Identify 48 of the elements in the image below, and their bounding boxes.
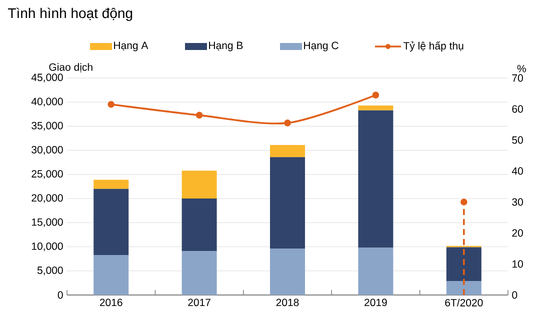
bar bbox=[358, 248, 394, 296]
y2-tick-label: 30 bbox=[512, 198, 523, 206]
bar bbox=[446, 281, 482, 296]
x-tick-label: 2018 bbox=[276, 298, 299, 306]
legend-label: Hạng A bbox=[114, 42, 148, 52]
y2-axis-title: % bbox=[517, 64, 526, 72]
y-tick-label: 35,000 bbox=[32, 122, 63, 131]
x-tick-label: 2017 bbox=[188, 298, 210, 306]
y-tick-label: 20,000 bbox=[32, 194, 63, 203]
point bbox=[372, 92, 380, 98]
bar bbox=[94, 180, 129, 189]
y2-tick-label: 10 bbox=[512, 260, 523, 268]
chart-title: Tình hình hoạt động bbox=[8, 8, 132, 21]
bar bbox=[182, 198, 217, 252]
x-tick-label: 2016 bbox=[100, 298, 122, 306]
bar bbox=[358, 105, 394, 110]
bar bbox=[446, 247, 482, 282]
x-tick-label: 2019 bbox=[364, 298, 387, 306]
bar bbox=[94, 188, 129, 255]
y-tick-label: 15,000 bbox=[32, 218, 63, 228]
legend-label: Hạng B bbox=[209, 42, 243, 52]
y2-tick-label: 20 bbox=[512, 229, 523, 237]
point bbox=[196, 112, 203, 119]
y-tick-label: 0 bbox=[58, 291, 63, 299]
y2-tick-label: 50 bbox=[512, 136, 523, 144]
bar bbox=[358, 110, 394, 248]
legend-label: Tỷ lệ hấp thụ bbox=[403, 41, 464, 52]
bar bbox=[182, 251, 217, 296]
y2-tick-label: 60 bbox=[512, 105, 523, 113]
x-tick-label: 6T/2020 bbox=[445, 298, 483, 306]
y-tick-label: 30,000 bbox=[32, 146, 63, 155]
y-axis-title: Giao dịch bbox=[49, 63, 92, 72]
y2-tick-label: 0 bbox=[512, 291, 518, 299]
y2-tick-label: 40 bbox=[512, 167, 523, 175]
bar bbox=[94, 254, 129, 296]
y-tick-label: 45,000 bbox=[31, 74, 63, 82]
bar bbox=[270, 145, 305, 158]
bar bbox=[182, 170, 217, 199]
bar bbox=[270, 248, 305, 296]
y2-tick-label: 70 bbox=[512, 74, 523, 82]
y-tick-label: 40,000 bbox=[31, 98, 63, 106]
point bbox=[284, 120, 291, 126]
y-tick-label: 25,000 bbox=[32, 170, 63, 179]
legend-label: Hạng C bbox=[304, 42, 338, 52]
point bbox=[108, 100, 114, 108]
y-tick-label: 5,000 bbox=[37, 266, 63, 276]
y-tick-label: 10,000 bbox=[32, 242, 63, 252]
bar bbox=[270, 157, 305, 249]
